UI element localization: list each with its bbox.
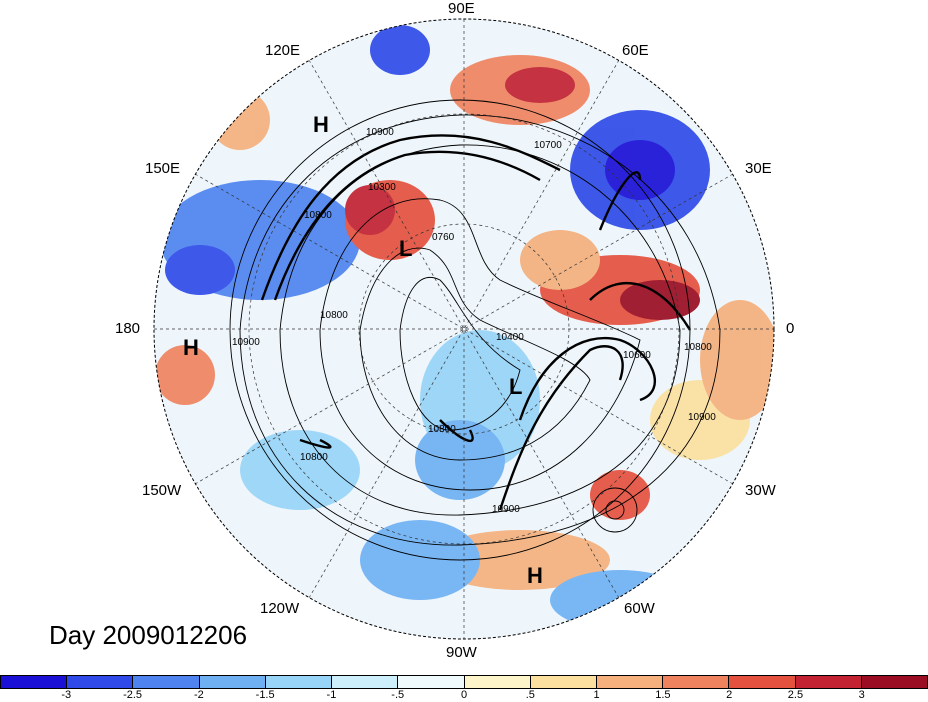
colorbar-tick-label: 1.5 — [655, 689, 671, 701]
colorbar-swatch — [265, 676, 333, 688]
colorbar-swatch — [861, 676, 928, 688]
lon-label-0: 0 — [786, 320, 795, 337]
contour-label: 10600 — [623, 350, 651, 361]
height-contours — [229, 99, 721, 561]
contour-label: 10900 — [232, 337, 260, 348]
contour-label: 10900 — [366, 127, 394, 138]
contour-label: 10800 — [320, 310, 348, 321]
colorbar-swatch — [1, 676, 68, 688]
colorbar-swatch — [332, 676, 399, 688]
graticule — [154, 19, 774, 639]
pressure-label: L — [509, 374, 522, 399]
pressure-label: H — [527, 563, 543, 588]
colorbar-swatch — [530, 676, 597, 688]
lon-label-120w: 120W — [260, 600, 300, 617]
lon-label-30e: 30E — [745, 160, 772, 177]
contour-label: 10800 — [428, 424, 456, 435]
colorbar-tick-label: -2.5 — [123, 689, 143, 701]
colorbar-tick-label: -1 — [326, 689, 337, 701]
lon-label-120e: 120E — [265, 42, 301, 59]
lon-label-150w: 150W — [142, 482, 182, 499]
contour-label: 10800 — [300, 452, 328, 463]
colorbar-swatch — [398, 676, 465, 688]
lon-label-150e: 150E — [145, 160, 181, 177]
contour-labels: 10700 10900 10300 10800 0760 10900 10800… — [232, 127, 716, 515]
colorbar-swatch — [67, 676, 134, 688]
colorbar-tick-label: -2 — [193, 689, 204, 701]
colorbar-swatch — [663, 676, 730, 688]
colorbar-swatch — [596, 676, 664, 688]
colorbar-tick-label: -3 — [61, 689, 72, 701]
lon-label-60e: 60E — [622, 42, 649, 59]
lon-label-90w: 90W — [446, 644, 477, 661]
contour-label: 10400 — [496, 332, 524, 343]
contour-label: 10300 — [368, 182, 396, 193]
colorbar-swatch — [133, 676, 200, 688]
contour-label: 0760 — [432, 232, 455, 243]
contour-label: 10800 — [304, 210, 332, 221]
lon-label-180: 180 — [115, 320, 141, 337]
colorbar-swatch — [199, 676, 266, 688]
contour-label: 10700 — [534, 140, 562, 151]
colorbar-swatch — [795, 676, 862, 688]
day-title: Day 2009012206 — [49, 620, 248, 650]
colorbar — [0, 675, 928, 689]
colorbar-tick-label: 0 — [460, 689, 468, 701]
contour-label: 10800 — [684, 342, 712, 353]
colorbar-tick-label: 3 — [858, 689, 865, 701]
pressure-label: H — [313, 112, 329, 137]
contour-label: 10900 — [688, 412, 716, 423]
colorbar-swatch — [464, 676, 531, 688]
pressure-label: L — [399, 236, 412, 261]
colorbar-tick-label: 1 — [593, 689, 600, 701]
colorbar-swatch — [729, 676, 796, 688]
colorbar-tick-label: .5 — [525, 689, 535, 701]
lon-label-90e: 90E — [448, 0, 475, 17]
lon-label-30w: 30W — [745, 482, 776, 499]
contour-label: 10900 — [492, 504, 520, 515]
colorbar-tick-label: 2.5 — [787, 689, 804, 701]
pressure-label: H — [183, 335, 199, 360]
lon-label-60w: 60W — [624, 600, 655, 617]
colorbar-tick-label: -1.5 — [255, 689, 275, 701]
colorbar-tick-label: -.5 — [391, 689, 405, 701]
map-border — [153, 18, 775, 640]
colorbar-tick-label: 2 — [726, 689, 733, 701]
